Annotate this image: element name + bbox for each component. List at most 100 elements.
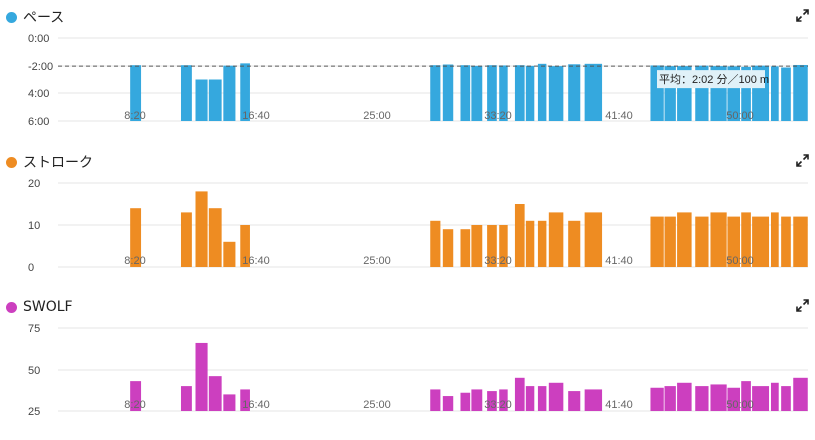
bar (537, 220, 547, 267)
x-tick-label: 33:20 (484, 399, 512, 411)
bar (514, 65, 525, 121)
bar (584, 212, 603, 267)
swolf-legend-dot (6, 301, 17, 313)
bar (664, 386, 676, 411)
swolf-panel: SWOLF (0, 297, 815, 417)
pace-legend-dot (6, 11, 17, 23)
y-tick-label: -2:00 (28, 61, 53, 73)
y-tick-label: 25 (28, 406, 40, 418)
bar (741, 381, 751, 411)
bar (770, 382, 779, 411)
bar (752, 216, 770, 267)
x-tick-label: 41:40 (605, 255, 633, 267)
bar (525, 65, 535, 121)
x-tick-label: 25:00 (363, 255, 391, 267)
x-tick-label: 16:40 (242, 255, 270, 267)
bar (180, 386, 192, 411)
bar (727, 216, 740, 267)
x-tick-label: 50:00 (726, 255, 754, 267)
y-tick-label: 75 (28, 323, 40, 335)
bar (710, 212, 727, 267)
bar (208, 79, 222, 121)
y-tick-label: 50 (28, 365, 40, 377)
bar (537, 386, 547, 411)
expand-icon[interactable] (796, 154, 809, 167)
pace-title: ペース (23, 10, 65, 26)
bar (430, 65, 441, 121)
bar (130, 65, 142, 121)
bar (442, 396, 454, 411)
bar (781, 386, 791, 411)
average-tooltip (657, 70, 765, 89)
bar (677, 382, 692, 411)
x-tick-label: 50:00 (726, 110, 754, 122)
bar (695, 386, 709, 411)
x-tick-label: 33:20 (484, 255, 512, 267)
x-tick-label: 16:40 (242, 110, 270, 122)
bar (568, 391, 581, 411)
x-tick-label: 50:00 (726, 399, 754, 411)
bar (770, 66, 779, 121)
y-tick-label: 10 (28, 220, 40, 232)
bar (793, 377, 808, 411)
bar (664, 66, 676, 121)
x-tick-label: 8:20 (124, 110, 145, 122)
x-tick-label: 16:40 (242, 399, 270, 411)
stroke-title: ストローク (23, 155, 93, 171)
bar (195, 191, 208, 267)
y-tick-label: 0 (28, 262, 34, 274)
stroke-chart: 20 10 0 8:20 16:40 25:00 33:20 41:40 50:00 (28, 178, 808, 274)
bar (781, 216, 791, 267)
bar (514, 204, 525, 267)
bar (741, 212, 751, 267)
expand-icon[interactable] (796, 299, 809, 312)
bar (514, 377, 525, 411)
bar (442, 64, 454, 121)
bar (752, 386, 770, 411)
bar (537, 63, 547, 121)
bar (727, 387, 740, 411)
bar (471, 389, 483, 411)
x-tick-label: 25:00 (363, 110, 391, 122)
pace-chart: 0:00 -2:00 4:00 6:00 8:20 16:40 25:00 33:20 41:4… (28, 33, 808, 128)
x-tick-label: 8:20 (124, 399, 145, 411)
bar (208, 376, 222, 411)
bar (650, 387, 664, 411)
bar (781, 67, 791, 121)
bar (499, 389, 508, 411)
bar (695, 216, 709, 267)
bar (487, 391, 497, 411)
bar (664, 216, 676, 267)
bar (430, 389, 441, 411)
bar (240, 63, 250, 121)
bar (793, 216, 808, 267)
bar (487, 65, 497, 121)
average-label: 平均：2:02 分／100 m (659, 73, 769, 86)
bar (208, 208, 222, 267)
x-tick-label: 8:20 (124, 255, 145, 267)
bar (548, 382, 564, 411)
bar (223, 394, 236, 411)
bar (130, 208, 142, 267)
bar (584, 389, 603, 411)
bar (487, 225, 497, 267)
pace-header: ペース (6, 7, 64, 27)
y-tick-label: 4:00 (28, 88, 49, 100)
bar (195, 342, 208, 411)
stroke-panel: ストローク (0, 152, 815, 272)
y-tick-label: 6:00 (28, 116, 49, 128)
bar (499, 65, 508, 121)
bar (195, 79, 208, 121)
bar (793, 64, 808, 121)
stroke-legend-dot (6, 156, 17, 168)
swolf-header: SWOLF (6, 297, 73, 317)
x-tick-label: 41:40 (605, 110, 633, 122)
expand-icon[interactable] (796, 9, 809, 22)
bar (180, 65, 192, 121)
x-tick-label: 41:40 (605, 399, 633, 411)
bar (741, 66, 751, 121)
y-tick-label: 0:00 (28, 33, 49, 45)
pace-panel: ペース (0, 7, 815, 127)
bar (568, 220, 581, 267)
bar (650, 216, 664, 267)
